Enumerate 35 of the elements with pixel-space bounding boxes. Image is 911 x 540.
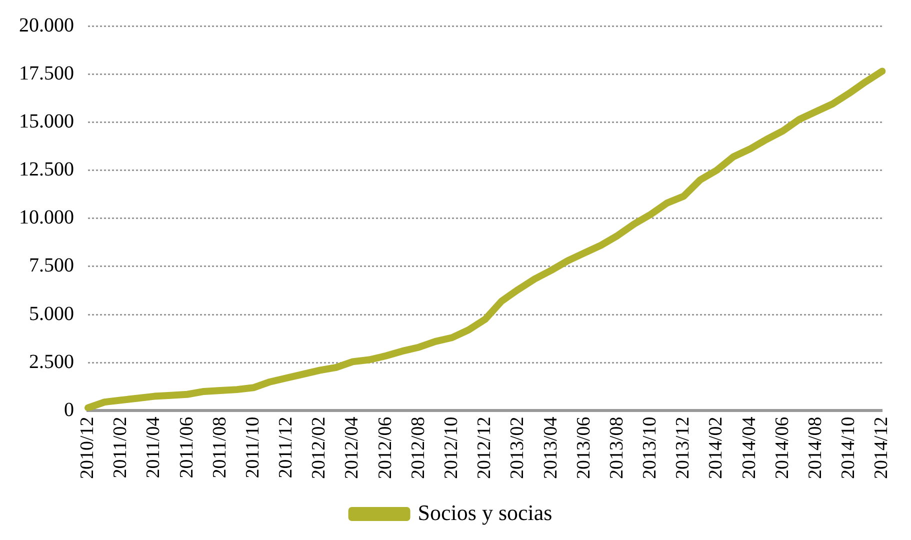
x-tick-label: 2011/04 <box>143 416 164 478</box>
x-tick-label: 2011/02 <box>110 416 132 478</box>
x-tick-label: 2014/04 <box>738 416 760 479</box>
x-tick-label: 2012/06 <box>374 416 396 479</box>
y-tick-label: 10.000 <box>19 206 74 229</box>
x-tick-label: 2013/02 <box>507 416 528 479</box>
x-tick-label: 2012/04 <box>342 416 363 479</box>
x-tick-label: 2012/02 <box>308 416 330 479</box>
x-tick-label: 2014/12 <box>871 416 892 479</box>
x-tick-label: 2014/02 <box>706 416 727 479</box>
x-tick-label: 2011/06 <box>176 416 198 478</box>
x-tick-label: 2013/10 <box>640 416 661 479</box>
y-tick-label: 17.500 <box>19 62 74 84</box>
x-tick-label: 2013/06 <box>573 416 594 479</box>
y-tick-label: 2.500 <box>29 350 74 373</box>
x-tick-label: 2012/08 <box>408 416 429 479</box>
x-tick-label: 2013/08 <box>606 416 628 479</box>
y-tick-label: 12.500 <box>19 158 74 181</box>
x-tick-label: 2011/12 <box>276 416 297 478</box>
x-tick-label: 2014/06 <box>772 416 793 479</box>
legend-label: Socios y socias <box>418 500 552 525</box>
y-tick-label: 7.500 <box>29 254 74 277</box>
x-tick-label: 2011/10 <box>242 416 264 478</box>
x-tick-label: 2013/04 <box>540 416 562 479</box>
x-tick-label: 2012/10 <box>440 416 462 479</box>
x-tick-label: 2011/08 <box>209 416 230 478</box>
y-tick-label: 5.000 <box>29 302 74 325</box>
x-tick-label: 2013/12 <box>672 416 694 479</box>
x-tick-label: 2014/10 <box>838 416 860 479</box>
y-tick-label: 15.000 <box>19 110 74 132</box>
x-tick-label: 2014/08 <box>805 416 826 479</box>
y-tick-label: 20.000 <box>19 14 74 36</box>
x-tick-label: 2012/12 <box>474 416 496 479</box>
x-tick-label: 2010/12 <box>76 416 98 479</box>
y-tick-label: 0 <box>64 398 74 421</box>
